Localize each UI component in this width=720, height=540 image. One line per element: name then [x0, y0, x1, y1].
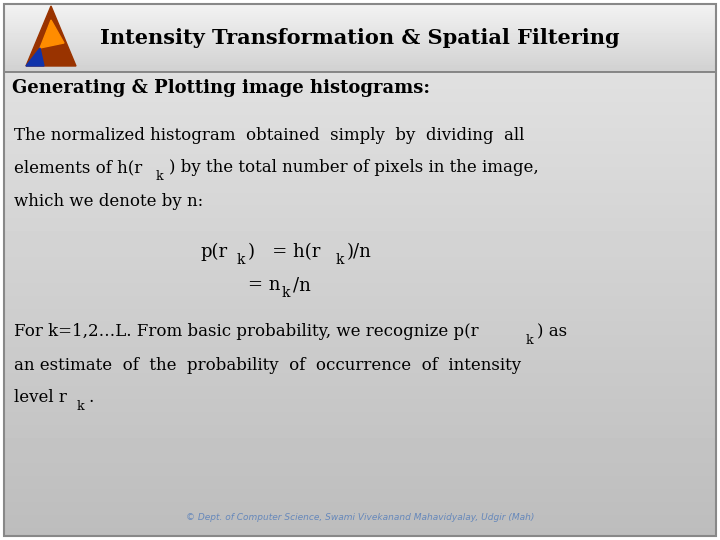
Text: k: k — [526, 334, 534, 347]
Text: ) as: ) as — [537, 323, 567, 341]
Text: The normalized histogram  obtained  simply  by  dividing  all: The normalized histogram obtained simply… — [14, 126, 524, 144]
Text: © Dept. of Computer Science, Swami Vivekanand Mahavidyalay, Udgir (Mah): © Dept. of Computer Science, Swami Vivek… — [186, 514, 534, 523]
Text: k: k — [77, 400, 85, 413]
Text: which we denote by n:: which we denote by n: — [14, 192, 203, 210]
Text: k: k — [156, 170, 163, 183]
Text: level r: level r — [14, 389, 67, 407]
Text: Generating & Plotting image histograms:: Generating & Plotting image histograms: — [12, 79, 430, 97]
Text: k: k — [237, 253, 246, 267]
Text: ) by the total number of pixels in the image,: ) by the total number of pixels in the i… — [169, 159, 539, 177]
Text: = n: = n — [248, 276, 281, 294]
Polygon shape — [26, 48, 44, 66]
Text: )   = h(r: ) = h(r — [248, 243, 320, 261]
Text: k: k — [282, 286, 290, 300]
Text: .: . — [88, 389, 94, 407]
Polygon shape — [26, 6, 76, 66]
Text: k: k — [336, 253, 344, 267]
Text: Intensity Transformation & Spatial Filtering: Intensity Transformation & Spatial Filte… — [100, 28, 620, 48]
Text: an estimate  of  the  probability  of  occurrence  of  intensity: an estimate of the probability of occurr… — [14, 356, 521, 374]
Text: p(r: p(r — [200, 243, 227, 261]
Text: /n: /n — [293, 276, 311, 294]
Text: )/n: )/n — [347, 243, 372, 261]
Text: elements of h(r: elements of h(r — [14, 159, 143, 177]
Polygon shape — [40, 20, 64, 48]
Text: For k=1,2…L. From basic probability, we recognize p(r: For k=1,2…L. From basic probability, we … — [14, 323, 479, 341]
